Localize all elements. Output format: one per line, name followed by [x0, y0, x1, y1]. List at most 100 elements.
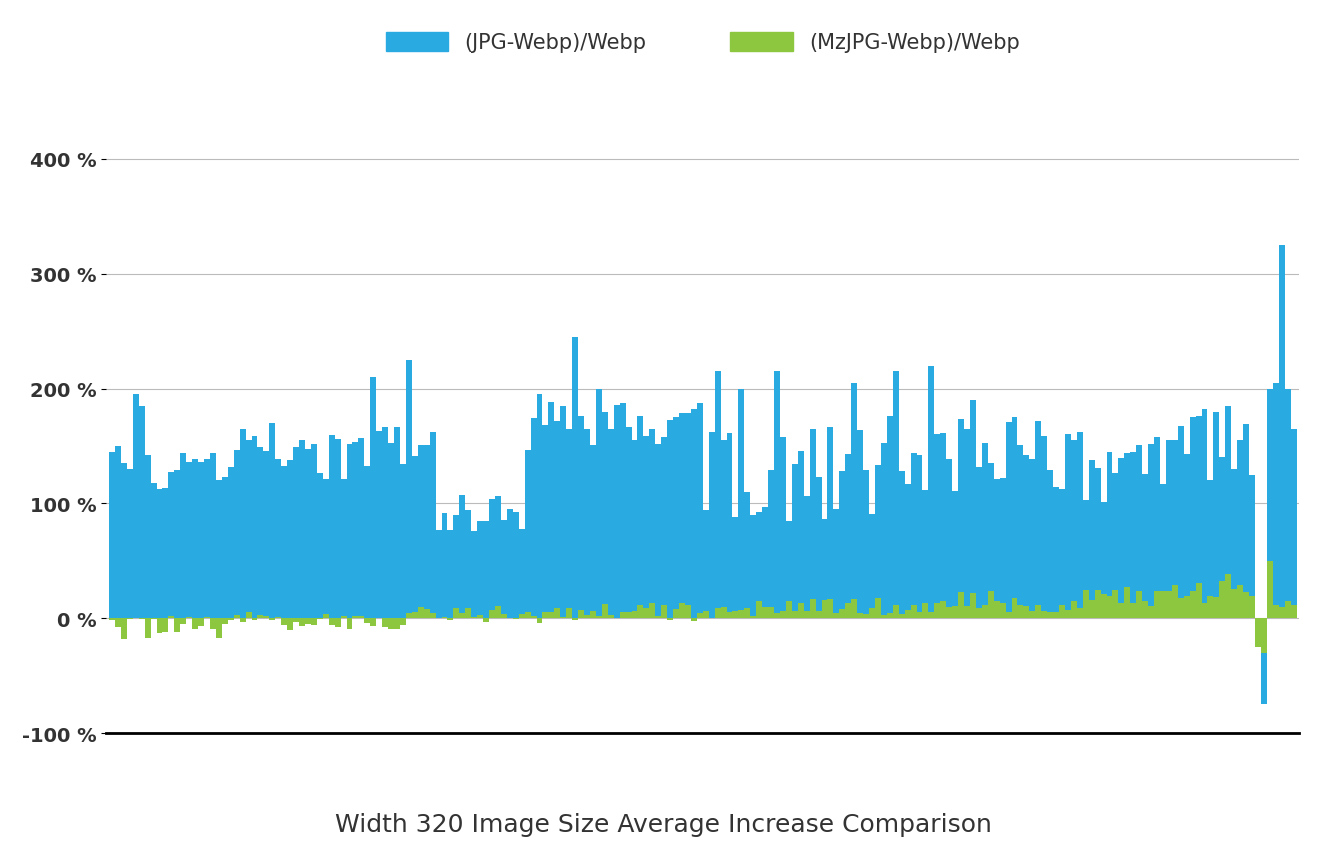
Bar [1124, 454, 1130, 618]
Bar [513, 512, 518, 618]
Bar [168, 616, 174, 618]
Bar [233, 450, 240, 618]
Bar [1029, 612, 1036, 618]
Bar [549, 612, 554, 618]
Bar [389, 618, 394, 630]
Bar [703, 511, 708, 618]
Bar [1083, 590, 1089, 618]
Bar [400, 618, 406, 625]
Bar [691, 618, 697, 621]
Bar [382, 427, 389, 618]
Bar [1189, 592, 1196, 618]
Bar [703, 612, 708, 618]
Bar [1148, 444, 1154, 618]
Bar [329, 435, 334, 618]
Bar [1095, 468, 1101, 618]
Bar [1290, 429, 1297, 618]
Bar [518, 530, 525, 618]
Bar [822, 600, 827, 618]
Bar [674, 418, 679, 618]
Bar [300, 441, 305, 618]
Bar [1059, 605, 1065, 618]
Bar [1036, 421, 1041, 618]
Legend: (JPG-Webp)/Webp, (MzJPG-Webp)/Webp: (JPG-Webp)/Webp, (MzJPG-Webp)/Webp [386, 33, 1020, 54]
Bar [810, 600, 815, 618]
Bar [1113, 590, 1118, 618]
Bar [952, 491, 959, 618]
Bar [1106, 596, 1113, 618]
Bar [839, 471, 845, 618]
Bar [501, 615, 507, 618]
Bar [1065, 611, 1071, 618]
Bar [727, 612, 732, 618]
Bar [1249, 476, 1254, 618]
Bar [1278, 607, 1285, 618]
Bar [1113, 473, 1118, 618]
Bar [875, 466, 880, 618]
Bar [221, 618, 228, 624]
Bar [1242, 424, 1249, 618]
Bar [180, 618, 186, 624]
Bar [839, 610, 845, 618]
Bar [447, 618, 453, 620]
Bar [626, 427, 631, 618]
Bar [1071, 441, 1077, 618]
Bar [1278, 246, 1285, 618]
Bar [1166, 441, 1172, 618]
Bar [1029, 460, 1036, 618]
Bar [341, 479, 346, 618]
Bar [869, 514, 875, 618]
Bar [768, 471, 774, 618]
Bar [269, 424, 276, 618]
Bar [293, 618, 300, 622]
Bar [751, 515, 756, 618]
Bar [1213, 597, 1220, 618]
Bar [281, 618, 288, 625]
Bar [1024, 456, 1029, 618]
Bar [679, 604, 686, 618]
Bar [1266, 561, 1273, 618]
Bar [857, 613, 863, 618]
Bar [264, 617, 269, 618]
Bar [334, 439, 341, 618]
Bar [988, 591, 993, 618]
Bar [751, 616, 756, 618]
Bar [418, 445, 424, 618]
Bar [602, 605, 607, 618]
Bar [899, 615, 904, 618]
Bar [904, 611, 911, 618]
Bar [715, 372, 720, 618]
Bar [780, 438, 786, 618]
Bar [525, 450, 530, 618]
Bar [1005, 423, 1012, 618]
Bar [329, 618, 334, 624]
Bar [412, 456, 418, 618]
Bar [322, 614, 329, 618]
Bar [756, 601, 762, 618]
Bar [245, 612, 252, 618]
Bar [198, 618, 204, 626]
Bar [827, 599, 834, 618]
Bar [1053, 487, 1059, 618]
Bar [281, 466, 288, 618]
Bar [643, 608, 650, 618]
Bar [139, 618, 145, 620]
Bar [353, 616, 358, 618]
Bar [1237, 586, 1242, 618]
Bar [430, 432, 436, 618]
Text: Width 320 Image Size Average Increase Comparison: Width 320 Image Size Average Increase Co… [334, 812, 992, 836]
Bar [1196, 583, 1201, 618]
Bar [471, 531, 477, 618]
Bar [732, 612, 739, 618]
Bar [252, 437, 257, 618]
Bar [792, 611, 798, 618]
Bar [252, 618, 257, 620]
Bar [489, 611, 495, 618]
Bar [1101, 594, 1106, 618]
Bar [947, 459, 952, 618]
Bar [1000, 479, 1005, 618]
Bar [245, 441, 252, 618]
Bar [288, 461, 293, 618]
Bar [1273, 605, 1278, 618]
Bar [851, 383, 857, 618]
